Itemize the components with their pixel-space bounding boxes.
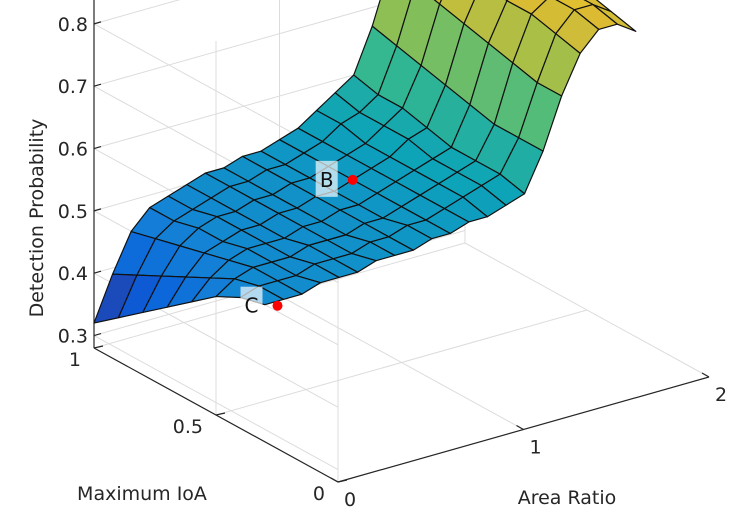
z-tick-0 [93,332,102,337]
x-tick-2 [701,372,710,378]
z-tick-label-3: 0.6 [58,139,88,161]
annotation-layer: ABC [240,160,358,323]
y-tick-label-0: 0 [313,483,325,505]
x-tick-label-0: 0 [344,489,356,511]
z-tick-1 [93,270,102,274]
x-tick-label-2: 2 [715,384,727,406]
z-tick-label-0: 0.3 [58,326,88,348]
z-tick-label-4: 0.7 [58,76,88,98]
z-tick-3 [93,145,102,150]
z-tick-5 [93,21,102,25]
y-axis-title: Maximum IoA [77,483,207,505]
z-tick-4 [93,83,102,87]
z-tick-label-2: 0.5 [58,201,88,223]
surface-layer [93,0,637,324]
annotation-label-B: B [320,168,334,192]
x-tick-label-1: 1 [529,437,541,459]
x-tick-1 [516,424,524,431]
z-tick-label-5: 0.8 [58,14,88,36]
grid-line-z-back-5 [93,0,181,25]
annotation-box-C [240,286,263,323]
annotation-label-C: C [245,294,259,318]
axes-layer [93,0,710,483]
label-layer: 0.3 0.4 0.5 0.6 0.7 0.8 0 1 2 0 0.5 1 [58,14,727,511]
x-tick-0 [330,477,339,483]
annotation-point-C [272,300,283,311]
z-axis-title: Detection Probability [26,119,48,318]
y-tick-label-1: 0.5 [173,416,203,438]
z-tick-label-1: 0.4 [58,263,88,285]
y-tick-label-2: 1 [69,349,81,371]
grid-line-floor-y-1 [215,309,588,416]
z-tick-2 [93,208,102,212]
x-axis-title: Area Ratio [518,487,617,509]
y-tick-2 [93,345,104,349]
y-tick-0 [337,479,348,483]
y-tick-1 [215,412,226,416]
annotation-point-B [347,174,358,185]
annotation-box-B [315,160,338,197]
